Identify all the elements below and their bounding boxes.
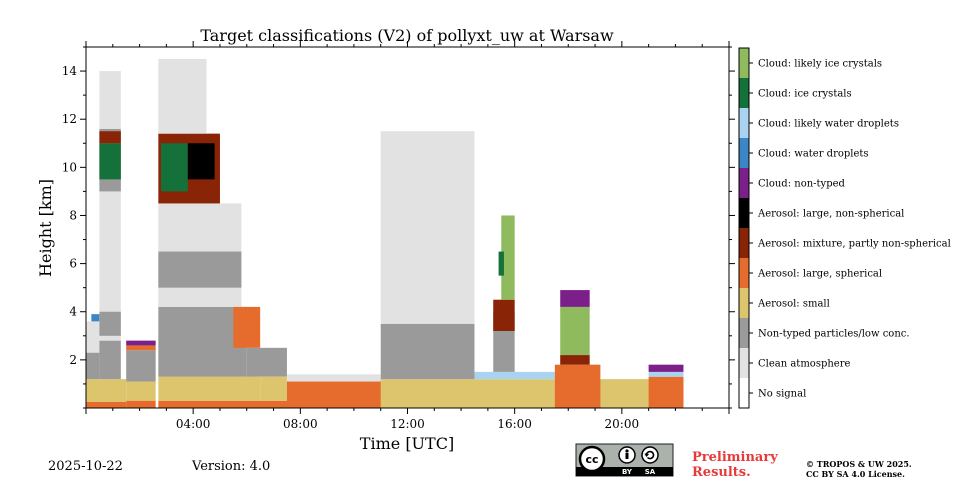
classification-region — [246, 347, 287, 377]
preliminary-label: Preliminary — [692, 450, 778, 465]
classification-region — [498, 251, 504, 276]
x-axis-label: Time [UTC] — [360, 434, 454, 453]
classification-region — [648, 376, 684, 408]
cc-mark: cc — [585, 453, 598, 466]
legend-label: Aerosol: small — [757, 299, 830, 310]
cc-license-badge: cc BY SA — [575, 443, 674, 477]
legend: Cloud: likely ice crystals Cloud: ice cry… — [738, 47, 951, 409]
classification-region — [99, 131, 121, 144]
legend-swatch — [739, 228, 749, 258]
legend-swatch — [739, 198, 749, 228]
classification-region — [99, 143, 121, 180]
legend-label: Clean atmosphere — [758, 359, 851, 370]
date-label: 2025-10-22 — [48, 459, 123, 474]
legend-label: Aerosol: large, spherical — [757, 269, 882, 280]
classification-region — [560, 290, 590, 307]
classification-region — [86, 379, 127, 402]
classification-region — [233, 306, 261, 348]
y-tick-label: 4 — [69, 305, 77, 319]
classification-region — [560, 355, 590, 365]
legend-swatch — [739, 348, 749, 378]
classification-region — [380, 323, 475, 380]
classification-region — [493, 299, 515, 331]
classification-region — [158, 59, 207, 134]
x-tick-label: 12:00 — [390, 417, 425, 431]
classification-region — [158, 306, 247, 377]
legend-label: Non-typed particles/low conc. — [758, 329, 910, 340]
classification-region — [260, 376, 287, 401]
classification-region — [554, 364, 601, 408]
y-tick-label: 12 — [62, 112, 77, 126]
legend-label: Cloud: likely ice crystals — [758, 59, 882, 70]
legend-label: Cloud: water droplets — [758, 149, 869, 160]
classification-region — [648, 371, 684, 377]
classification-region — [126, 400, 156, 408]
x-tick-label: 04:00 — [176, 417, 211, 431]
legend-swatch — [739, 258, 749, 288]
legend-swatch — [739, 318, 749, 348]
legend-swatch — [739, 108, 749, 138]
by-mark: BY — [622, 468, 633, 476]
classification-region — [286, 381, 381, 408]
classification-region — [380, 131, 475, 324]
y-tick-label: 6 — [69, 257, 77, 271]
classification-region — [158, 251, 242, 288]
classification-region — [86, 401, 127, 408]
classification-region — [126, 381, 156, 401]
legend-label: Aerosol: mixture, partly non-spherical — [757, 239, 951, 250]
copyright-line: © TROPOS & UW 2025. — [806, 459, 912, 469]
legend-label: Cloud: non-typed — [758, 179, 846, 190]
legend-frame — [738, 47, 750, 409]
legend-swatch — [739, 288, 749, 318]
classification-region — [501, 215, 515, 300]
legend-label: Aerosol: large, non-spherical — [757, 209, 904, 220]
y-tick-label: 8 — [69, 208, 77, 222]
legend-swatch — [739, 168, 749, 198]
legend-swatch — [739, 378, 749, 408]
y-tick-label: 10 — [62, 160, 77, 174]
classification-region — [91, 314, 100, 322]
classification-region — [560, 306, 590, 356]
sa-mark: SA — [645, 468, 656, 476]
classification-region — [86, 352, 100, 380]
chart-title: Target classifications (V2) of pollyxt_u… — [200, 26, 614, 45]
legend-swatch — [739, 48, 749, 78]
legend-swatch — [739, 138, 749, 168]
classification-region — [161, 143, 188, 192]
version-label: Version: 4.0 — [191, 459, 270, 474]
classification-region — [126, 340, 156, 346]
classification-region — [86, 321, 100, 353]
classification-region — [648, 364, 684, 372]
classification-region — [474, 371, 555, 380]
classification-region — [286, 374, 381, 382]
y-tick-label: 14 — [62, 64, 78, 78]
y-axis-label: Height [km] — [36, 179, 55, 277]
legend-label: Cloud: likely water droplets — [758, 119, 899, 130]
y-tick-label: 2 — [69, 353, 77, 367]
legend-label: Cloud: ice crystals — [758, 89, 852, 100]
x-tick-label: 08:00 — [283, 417, 318, 431]
legend-swatch — [739, 78, 749, 108]
cc-icon — [578, 445, 606, 473]
classification-region — [126, 345, 156, 351]
classification-region — [187, 143, 215, 180]
classification-region — [99, 340, 121, 380]
preliminary-results-label: Results. — [692, 465, 751, 480]
license-line: CC BY SA 4.0 License. — [806, 469, 905, 479]
classification-region — [158, 400, 301, 408]
plot-area: 04:00 08:00 12:00 16:00 20:00 2 4 6 8 10 12 14 — [62, 41, 735, 431]
classification-region — [99, 311, 121, 336]
share-alike-icon — [641, 446, 659, 464]
x-tick-label: 20:00 — [605, 417, 640, 431]
x-tick-label: 16:00 — [497, 417, 532, 431]
classification-region — [126, 350, 156, 382]
legend-label: No signal — [758, 389, 806, 400]
classification-region — [99, 71, 121, 129]
classification-region — [158, 376, 261, 401]
